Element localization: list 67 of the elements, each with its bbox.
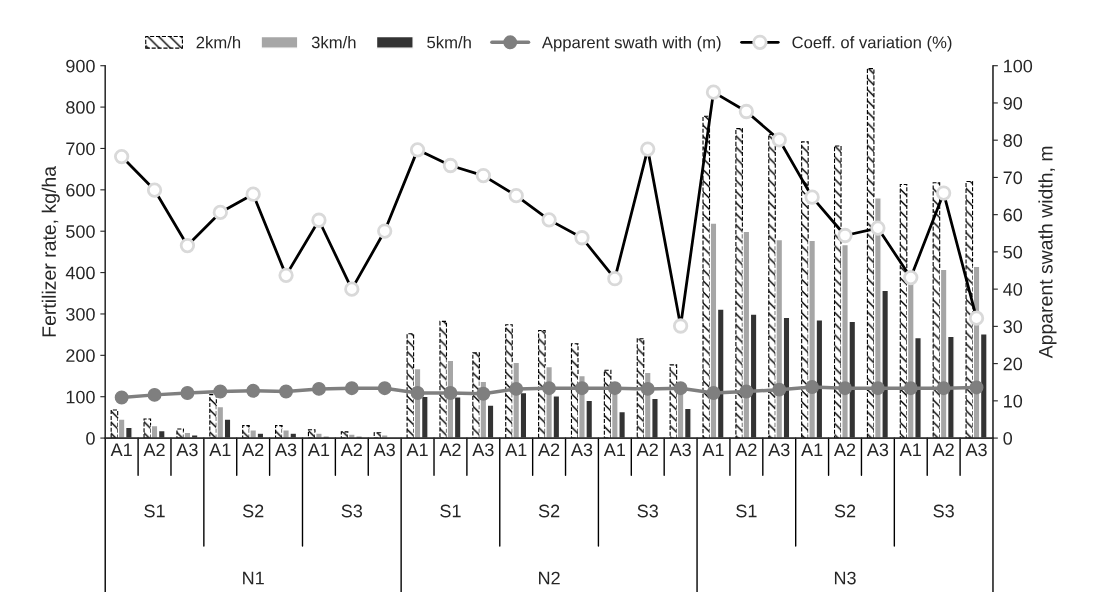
y-tick-label: 200	[66, 349, 95, 363]
x-tick-label: A2	[834, 443, 856, 457]
y-axis-title: Fertilizer rate, kg/ha	[41, 165, 60, 337]
x-tick-label: A2	[439, 443, 461, 457]
y-tick-label: 900	[66, 59, 95, 73]
y2-tick-label: 100	[1004, 59, 1033, 73]
x-tick-label: A3	[965, 443, 987, 457]
y-tick-label: 100	[66, 390, 95, 404]
x-tick-label: A2	[538, 443, 560, 457]
y2-tick-label: 30	[1003, 320, 1023, 334]
x-tick-label: A2	[636, 443, 658, 457]
text: S2	[538, 504, 560, 518]
y2-tick-label: 0	[1003, 432, 1013, 445]
x-tick-label: A3	[373, 443, 395, 457]
text: N3	[834, 571, 856, 585]
text: S3	[341, 504, 363, 518]
y2-tick-label: 50	[1003, 245, 1023, 259]
y2-tick-label: 90	[1003, 96, 1023, 110]
x-tick-label: A1	[505, 443, 527, 457]
x-tick-label: A3	[176, 443, 198, 457]
legend-label: Coeff. of variation (%)	[792, 36, 952, 52]
x-tick-label: A1	[603, 443, 626, 457]
x-tick-label: A1	[307, 443, 330, 457]
x-tick-label: A3	[669, 443, 691, 457]
text: S3	[637, 504, 658, 518]
text: N2	[539, 571, 560, 585]
text: N1	[243, 571, 264, 585]
x-tick-label: A3	[570, 443, 593, 457]
legend-label: 2km/h	[196, 36, 241, 49]
text: S2	[242, 504, 264, 518]
y2-tick-label: 40	[1003, 283, 1023, 296]
text: S3	[933, 504, 954, 518]
y2-tick-label: 10	[1004, 394, 1023, 408]
x-tick-label: A3	[866, 443, 889, 457]
x-tick-label: A2	[932, 443, 954, 457]
y2-tick-label: 70	[1003, 171, 1023, 185]
y-tick-label: 400	[65, 266, 95, 280]
y-tick-label: 0	[86, 432, 95, 445]
y2-axis-title: Apparent swath width, m	[1038, 146, 1057, 359]
x-tick-label: A3	[275, 443, 297, 457]
x-tick-label: A2	[143, 443, 165, 457]
x-tick-label: A2	[735, 443, 757, 457]
x-tick-label: A3	[768, 443, 790, 457]
y-tick-label: 700	[66, 142, 95, 156]
x-tick-label: A1	[209, 443, 231, 457]
y2-tick-label: 80	[1003, 134, 1023, 147]
y2-tick-label: 20	[1003, 357, 1023, 371]
x-tick-label: A1	[702, 443, 724, 457]
x-tick-label: A3	[472, 443, 494, 457]
text: S1	[440, 504, 461, 518]
x-tick-label: A2	[242, 443, 264, 457]
x-tick-label: A1	[110, 443, 132, 457]
text: S2	[834, 504, 856, 518]
y-tick-label: 300	[66, 307, 95, 321]
y2-tick-label: 60	[1003, 208, 1023, 222]
y-tick-label: 800	[66, 101, 95, 114]
y-tick-label: 500	[66, 225, 95, 238]
text: S1	[144, 504, 165, 518]
legend-label: 3km/h	[311, 36, 356, 49]
x-tick-label: A1	[406, 443, 428, 457]
y-tick-label: 600	[66, 183, 95, 197]
legend-label: Apparent swath with (m)	[541, 36, 721, 52]
text: S1	[736, 504, 757, 518]
x-tick-label: A1	[899, 443, 921, 457]
x-tick-label: A2	[340, 443, 362, 457]
x-tick-label: A1	[801, 443, 823, 457]
legend-label: 5km/h	[427, 36, 471, 49]
